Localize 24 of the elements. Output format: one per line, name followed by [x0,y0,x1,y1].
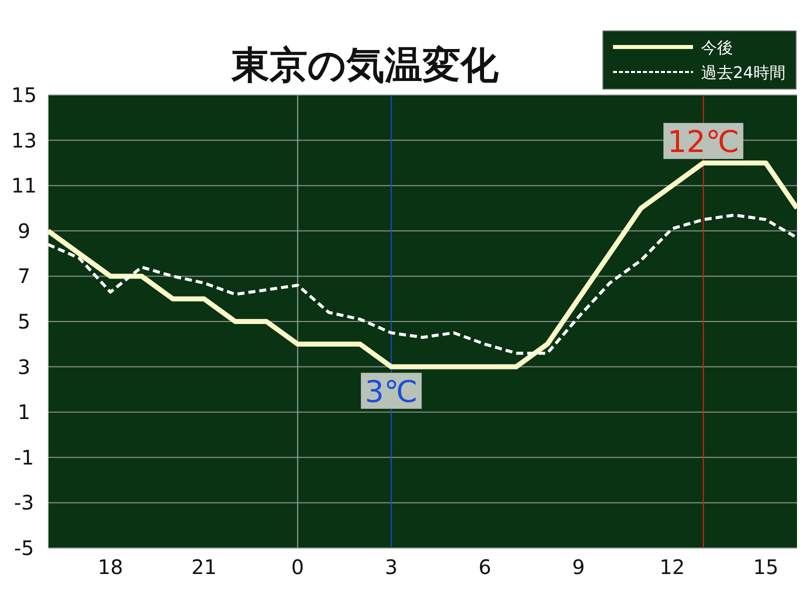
x-tick-label: 9 [572,555,585,579]
y-tick-label: 3 [18,354,30,379]
x-tick-label: 21 [191,555,217,579]
y-tick-label: 7 [18,264,30,288]
x-tick-label: 15 [753,555,779,579]
x-tick-label: 0 [291,555,304,579]
x-tick-label: 12 [659,555,685,579]
annotation: 12℃ [667,124,740,160]
y-tick-label: 9 [18,218,30,243]
y-tick-label: -3 [14,490,34,515]
chart-title: 東京の気温変化 [230,43,500,87]
x-tick-label: 18 [98,555,124,579]
y-tick-label: 11 [11,174,37,198]
y-tick-label: 13 [11,128,37,152]
annotation: 3℃ [364,374,418,410]
x-tick-label: 3 [384,555,398,579]
y-tick-label: -1 [14,445,34,470]
legend-label: 過去24時間 [701,63,786,82]
y-tick-label: -5 [14,536,34,560]
y-tick-label: 15 [11,83,37,107]
y-tick-label: 5 [18,310,30,334]
x-tick-label: 6 [478,555,492,579]
y-tick-label: 1 [18,400,30,424]
legend-label: 今後 [701,38,733,57]
